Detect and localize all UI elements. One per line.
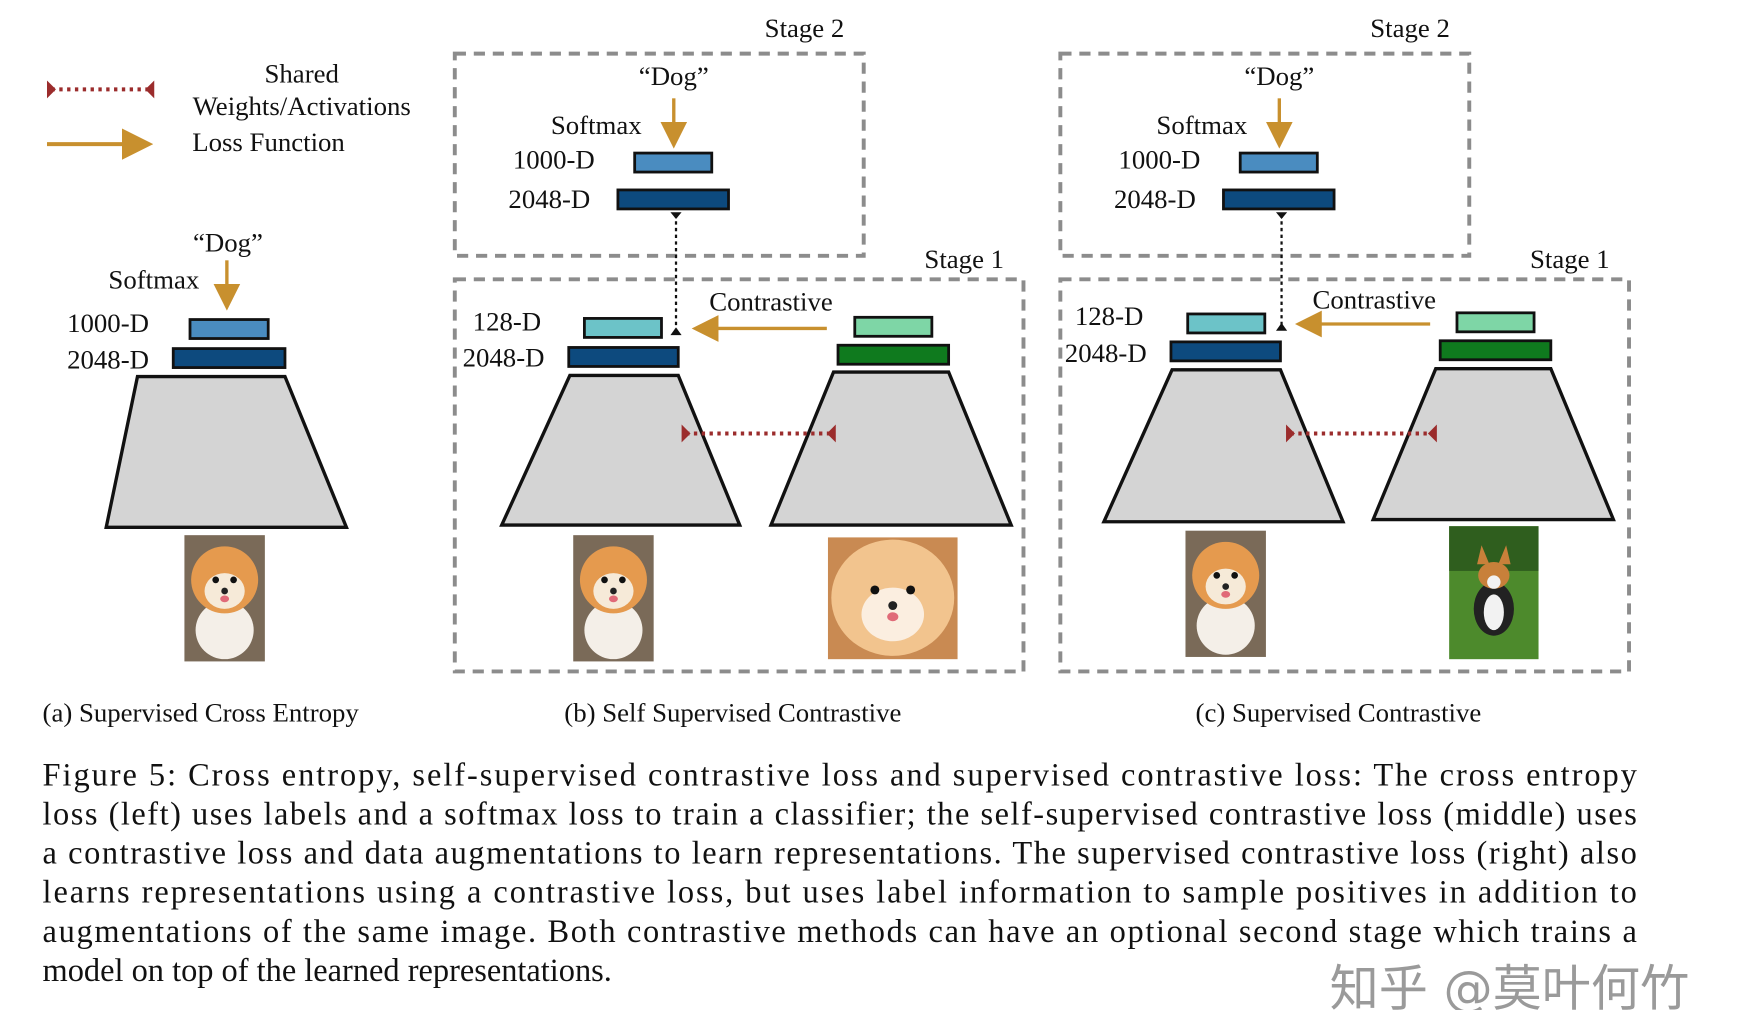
- label-2048d: 2048-D: [463, 342, 545, 372]
- softmax-label: Softmax: [551, 110, 642, 140]
- layer-1000d: [633, 151, 714, 174]
- stage2-box: [452, 51, 866, 258]
- caption-line: learns representations using a contrasti…: [43, 875, 1637, 911]
- shared-weights-arrow-icon: [46, 80, 155, 99]
- shared-weights-arrow-icon: [1286, 424, 1437, 443]
- encoder: [499, 373, 743, 527]
- layer-2048d: [567, 346, 680, 368]
- figure-caption: Figure 5: Cross entropy, self-supervised…: [43, 757, 1638, 989]
- stage1-box: [1058, 277, 1631, 674]
- dog-image: [1185, 530, 1266, 657]
- stage2-label: Stage 2: [1370, 13, 1450, 43]
- legend-loss: Loss Function: [192, 127, 345, 157]
- contrastive-label: Contrastive: [709, 287, 833, 317]
- softmax-label: Softmax: [108, 264, 199, 294]
- dog-label: “Dog”: [1244, 61, 1314, 91]
- label-1000d: 1000-D: [67, 308, 149, 338]
- caption-line: loss (left) uses labels and a softmax lo…: [43, 797, 1637, 833]
- subcaption-b: (b) Self Supervised Contrastive: [564, 698, 901, 728]
- layer-128d-positive: [1455, 311, 1536, 334]
- subcaption-a: (a) Supervised Cross Entropy: [43, 698, 360, 728]
- layer-2048d: [616, 188, 730, 211]
- encoder: [104, 374, 349, 530]
- dog-augmented-image: [827, 537, 958, 660]
- label-128d: 128-D: [473, 307, 541, 337]
- layer-2048d: [1222, 188, 1336, 211]
- softmax-label: Softmax: [1156, 110, 1247, 140]
- caption-line: model on top of the learned representati…: [43, 953, 612, 989]
- stage2-label: Stage 2: [765, 13, 845, 43]
- subcaption-c: (c) Supervised Contrastive: [1196, 698, 1482, 728]
- stage1-box: [452, 277, 1026, 674]
- legend: Shared Weights/Activations Loss Function: [46, 59, 411, 160]
- layer-1000d: [1238, 151, 1319, 174]
- corgi-image: [1449, 526, 1539, 660]
- contrastive-label: Contrastive: [1313, 284, 1437, 314]
- encoder-aug: [768, 370, 1014, 527]
- encoder: [1101, 368, 1346, 524]
- caption-line: a contrastive loss and data augmentation…: [43, 836, 1637, 872]
- label-2048d: 2048-D: [67, 345, 149, 375]
- shared-weights-arrow-icon: [681, 424, 836, 443]
- panel-c: Stage 2 “Dog” Softmax 1000-D 2048-D Stag…: [1058, 13, 1631, 674]
- dog-label: “Dog”: [193, 227, 263, 257]
- legend-shared-line2: Weights/Activations: [193, 91, 411, 121]
- encoder-positive: [1370, 367, 1616, 522]
- label-1000d: 1000-D: [1118, 145, 1200, 175]
- stage2-box: [1058, 51, 1472, 258]
- caption-line: augmentations of the same image. Both co…: [43, 914, 1637, 950]
- layer-128d-aug: [853, 315, 934, 338]
- label-2048d: 2048-D: [508, 184, 590, 214]
- stage1-label: Stage 1: [1530, 244, 1610, 274]
- layer-128d: [582, 317, 663, 339]
- layer-128d: [1186, 312, 1267, 335]
- dog-image: [184, 535, 265, 662]
- label-2048d: 2048-D: [1114, 184, 1196, 214]
- layer-2048d: [1169, 340, 1282, 363]
- label-128d: 128-D: [1075, 301, 1143, 331]
- layer-2048d-aug: [836, 343, 951, 366]
- caption-line: Figure 5: Cross entropy, self-supervised…: [43, 757, 1638, 793]
- dog-image: [573, 535, 654, 662]
- dog-label: “Dog”: [639, 61, 709, 91]
- stage1-label: Stage 1: [924, 244, 1004, 274]
- panel-a: “Dog” Softmax 1000-D 2048-D: [67, 227, 349, 662]
- legend-shared-line1: Shared: [265, 59, 340, 89]
- layer-2048d: [171, 347, 287, 369]
- layer-1000d: [188, 318, 270, 340]
- watermark: 知乎 @莫叶何竹: [1330, 960, 1690, 1010]
- label-1000d: 1000-D: [513, 145, 595, 175]
- layer-2048d-positive: [1438, 339, 1553, 362]
- panel-b: Stage 2 “Dog” Softmax 1000-D 2048-D Stag…: [452, 13, 1026, 674]
- label-2048d: 2048-D: [1065, 338, 1147, 368]
